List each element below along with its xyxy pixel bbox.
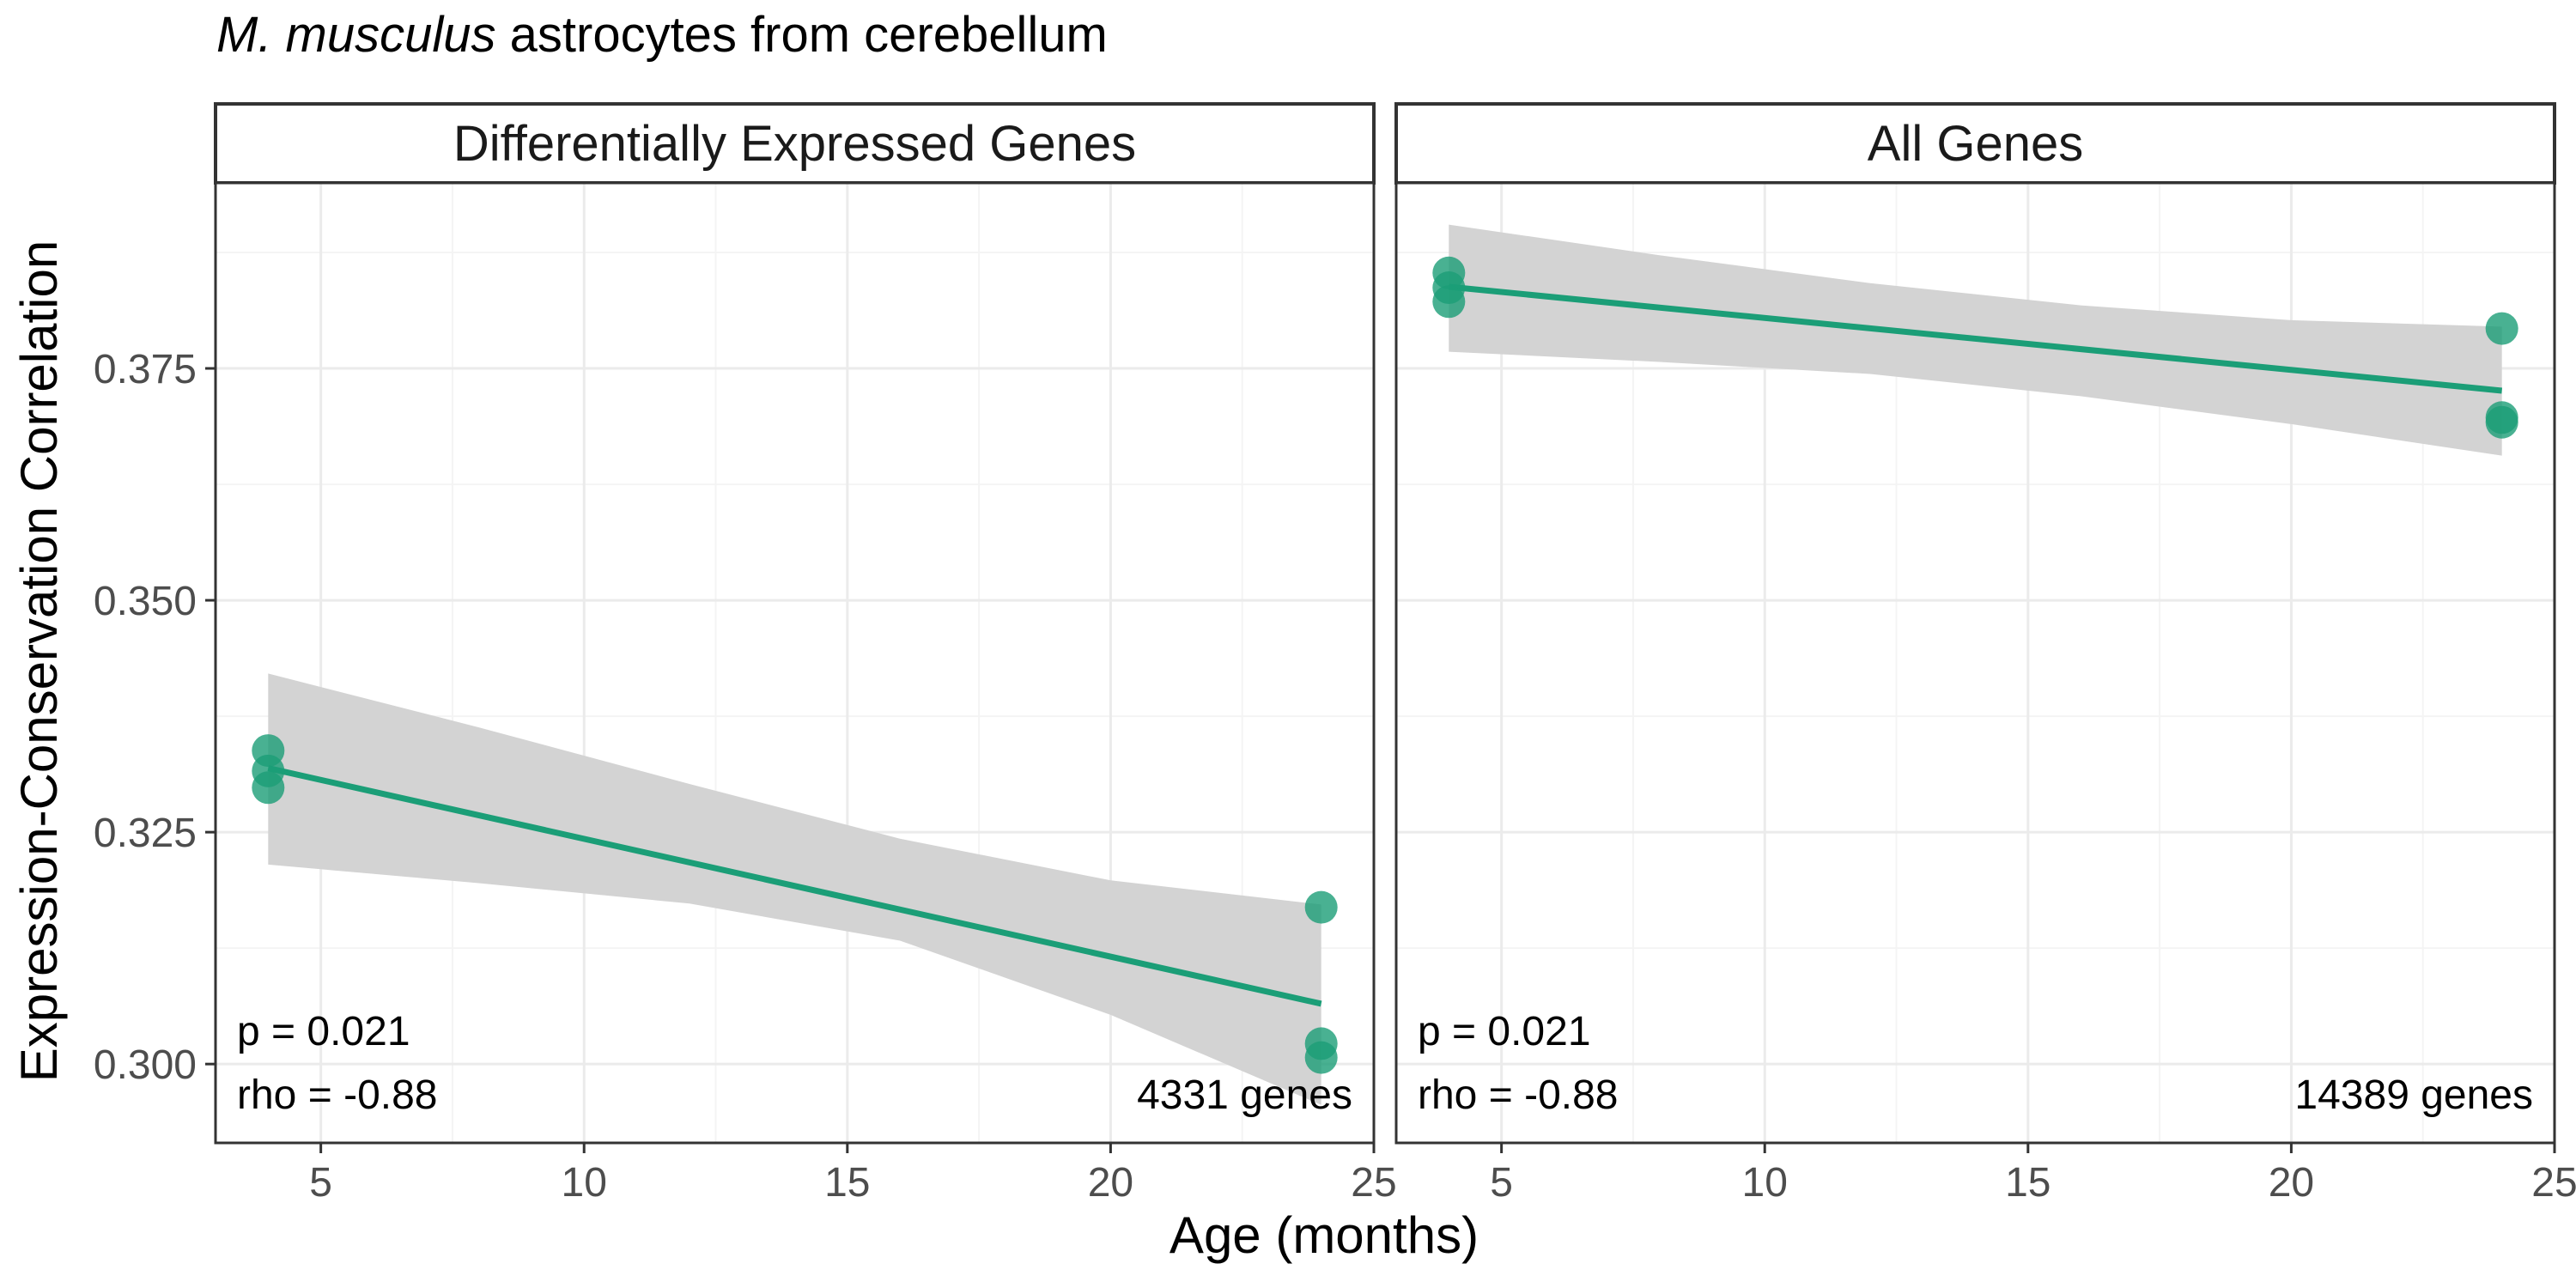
y-tick-label: 0.300 <box>94 1042 197 1088</box>
facet-panels: Differentially Expressed Genes p = 0.021 r… <box>214 102 2576 1206</box>
confidence-ribbon <box>268 673 1321 1105</box>
data-point <box>1304 890 1338 924</box>
p-value-label: p = 0.021 <box>237 1009 410 1054</box>
figure-title: M. musculus astrocytes from cerebellum <box>216 7 1108 63</box>
p-value-label: p = 0.021 <box>1418 1009 1591 1054</box>
y-axis-title: Expression-Conservation Correlation <box>10 240 68 1082</box>
facet-strip-label: All Genes <box>1868 116 2083 172</box>
data-point <box>1432 285 1466 319</box>
facet-strip-box <box>214 102 1376 185</box>
x-tick-label: 5 <box>309 1160 332 1206</box>
regression-line <box>267 765 1322 1007</box>
data-point <box>1304 1041 1338 1074</box>
y-tick-label: 0.350 <box>94 579 197 624</box>
y-axis: 0.300 0.325 0.350 0.375 <box>94 347 216 1088</box>
x-axis-title: Age (months) <box>1170 1206 1479 1264</box>
x-tick-label: 10 <box>1742 1160 1788 1206</box>
panel-border <box>1394 181 2556 1145</box>
panel-border <box>214 181 1376 1145</box>
x-tick-label: 10 <box>562 1160 607 1206</box>
figure-title-rest: astrocytes from cerebellum <box>496 7 1108 63</box>
x-tick-label: 25 <box>2531 1160 2576 1206</box>
facet-strip-box <box>1394 102 2556 185</box>
regression-line <box>1448 283 2503 394</box>
x-tick-label: 15 <box>824 1160 870 1206</box>
facet-panel-2: All Genes p = 0.021 rho = -0.88 14389 genes… <box>1394 102 2576 1206</box>
x-tick-label: 15 <box>2005 1160 2050 1206</box>
x-tick-label: 5 <box>1490 1160 1513 1206</box>
rho-label: rho = -0.88 <box>1418 1072 1618 1118</box>
gene-count-label: 4331 genes <box>1137 1072 1352 1118</box>
gene-count-label: 14389 genes <box>2294 1072 2533 1118</box>
data-point <box>2485 405 2518 439</box>
y-tick-label: 0.375 <box>94 347 197 392</box>
data-point <box>252 771 285 805</box>
data-point <box>2485 312 2518 345</box>
rho-label: rho = -0.88 <box>237 1072 437 1118</box>
figure-title-species: M. musculus <box>216 7 496 63</box>
facet-strip-label: Differentially Expressed Genes <box>453 116 1136 172</box>
x-tick-label: 20 <box>1088 1160 1133 1206</box>
y-tick-label: 0.325 <box>94 811 197 856</box>
x-tick-label: 25 <box>1351 1160 1396 1206</box>
x-tick-label: 20 <box>2269 1160 2314 1206</box>
facet-panel-1: Differentially Expressed Genes p = 0.021 r… <box>214 102 1397 1206</box>
